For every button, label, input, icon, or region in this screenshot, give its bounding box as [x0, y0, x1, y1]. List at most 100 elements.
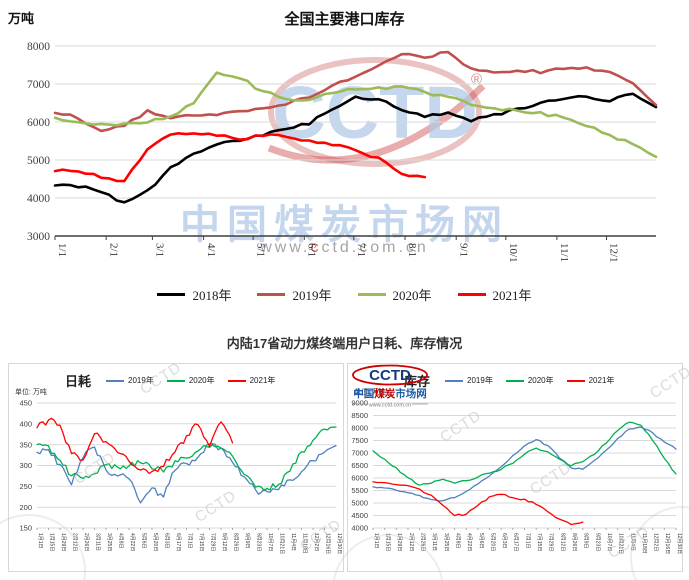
br-legend-item-2019: 2019年	[445, 375, 493, 386]
y-axis-tick-label: 450	[19, 399, 32, 408]
daily-consumption-unit: 单位: 万吨	[15, 389, 47, 396]
legend-item-2019: 2019年	[257, 285, 332, 304]
y-axis-tick-label: 8000	[27, 41, 50, 53]
x-axis-tick-label: 9/1	[457, 243, 469, 257]
x-axis-tick-label: 12/1	[608, 243, 620, 263]
br-legend-item-2021: 2021年	[566, 375, 615, 386]
x-axis-tick-label: 12月2日	[313, 533, 319, 551]
series-line-2018年	[53, 92, 658, 204]
x-axis-tick-label: 2月26日	[83, 533, 89, 551]
x-axis-tick-label: 7/1	[355, 243, 367, 257]
legend-label-2021: 2021年	[492, 288, 532, 303]
x-axis-tick-label: 1月29日	[396, 533, 402, 551]
x-axis-tick-label: 4月8日	[117, 533, 123, 549]
y-axis-tick-label: 7000	[351, 449, 368, 458]
legend-item-2020: 2020年	[357, 285, 432, 304]
inventory-header: 库存 2019年 2020年 2021年	[404, 371, 614, 390]
section-title: 内陆17省动力煤终端用户日耗、库存情况	[226, 336, 463, 351]
series-line-2021年	[372, 481, 584, 526]
daily-consumption-title: 日耗	[65, 374, 92, 389]
x-axis-tick-label: 11月18日	[301, 533, 307, 554]
y-axis-tick-label: 4000	[351, 524, 368, 533]
x-axis-tick-label: 11月18日	[641, 533, 647, 554]
bl-legend-item-2021: 2021年	[227, 375, 275, 386]
legend-swatch-2021	[457, 293, 486, 296]
x-axis-tick-label: 4/1	[205, 243, 217, 257]
series-line-2019年	[36, 443, 337, 504]
x-axis-tick-label: 10/1	[507, 243, 519, 263]
x-axis-tick-label: 7月1日	[186, 533, 192, 549]
x-axis-tick-label: 12月30日	[336, 533, 342, 554]
top-chart-title: 全国主要港口库存	[284, 11, 405, 28]
br-legend-label-2020: 2020年	[527, 376, 554, 385]
series-line-2020年	[36, 426, 337, 492]
x-axis-tick-label: 1月15日	[48, 533, 54, 551]
legend-label-2019: 2019年	[292, 288, 332, 303]
x-axis-tick-label: 11月4日	[629, 533, 635, 551]
br-legend-swatch-2021	[566, 379, 585, 382]
series-line-2019年	[372, 426, 677, 502]
x-axis-tick-label: 12月30日	[676, 533, 682, 554]
y-axis-tick-label: 400	[19, 420, 32, 429]
brand-logo-site-name: 中国煤炭市场网	[353, 387, 427, 400]
legend-swatch-2019	[257, 293, 286, 296]
x-axis-tick-label: 1月29日	[60, 533, 66, 551]
x-axis-tick-label: 7月29日	[209, 533, 215, 551]
y-axis-tick-label: 8000	[351, 424, 368, 433]
y-axis-tick-label: 300	[19, 461, 32, 470]
x-axis-tick-label: 10月21日	[278, 533, 284, 554]
br-legend-label-2019: 2019年	[467, 376, 493, 385]
x-axis-tick-label: 9月9日	[583, 533, 589, 549]
x-axis-tick-label: 11月4日	[290, 533, 296, 551]
x-axis-tick-label: 3月25日	[106, 533, 112, 551]
x-axis-tick-label: 10月7日	[267, 533, 273, 551]
x-axis-tick-label: 7月29日	[548, 533, 554, 551]
inventory-chart: 4000 4500 5000 5500 6000 6500 7000 7500 8000 8500…	[351, 399, 682, 555]
bl-legend-label-2019: 2019年	[128, 376, 154, 385]
inventory-unit: 单位: 万吨	[354, 389, 386, 396]
x-axis-tick-label: 4月22日	[129, 533, 135, 551]
y-axis-tick-label: 150	[19, 524, 32, 533]
x-axis-tick-label: 9月23日	[594, 533, 600, 551]
series-line-2020年	[53, 71, 658, 159]
x-axis-tick-label: 5月6日	[140, 533, 146, 549]
series-line-2021年	[53, 132, 427, 183]
series-line-2019年	[53, 50, 658, 133]
brand-logo-url: www.cctd.com.cn	[368, 403, 411, 409]
top-chart-unit-label: 万吨	[8, 11, 35, 26]
x-axis-tick-label: 6月17日	[175, 533, 181, 551]
ports-inventory-chart: 3000 4000 5000 6000 7000 8000 1/1 2/1 3/1 4/1 5/1 6…	[27, 41, 658, 263]
y-axis-tick-label: 6500	[351, 461, 368, 470]
bl-legend-swatch-2020	[166, 379, 185, 382]
cctd-brand-logo: CCTD 中国煤炭市场网 www.cctd.com.cn	[352, 364, 428, 409]
series-line-2020年	[372, 421, 677, 486]
x-axis-tick-label: 2月12日	[71, 533, 77, 551]
y-axis-tick-label: 200	[19, 503, 32, 512]
inventory-card: 库存 2019年 2020年 2021年 单位: 万吨 4000 4500 5000…	[347, 363, 683, 572]
x-axis-tick-label: 8月26日	[571, 533, 577, 551]
br-legend-swatch-2019	[445, 379, 464, 382]
x-axis-tick-label: 2月26日	[420, 533, 426, 551]
brand-logo-text: CCTD	[369, 367, 411, 384]
x-axis-tick-label: 2月12日	[408, 533, 414, 551]
brand-cn-red: 煤炭	[374, 387, 395, 400]
y-axis-tick-label: 5500	[351, 486, 368, 495]
x-axis-tick-label: 8月12日	[221, 533, 227, 551]
x-axis-tick-label: 11/1	[558, 243, 570, 262]
x-axis-tick-label: 5月6日	[478, 533, 484, 549]
x-axis-tick-label: 1月1日	[373, 533, 379, 549]
y-axis-tick-label: 9000	[351, 399, 368, 408]
br-legend-label-2021: 2021年	[588, 376, 615, 385]
legend-swatch-2020	[357, 293, 386, 296]
x-axis-tick-label: 4月22日	[466, 533, 472, 551]
x-axis-tick-label: 8月12日	[559, 533, 565, 551]
brand-cn-blue1: 中国	[353, 387, 374, 400]
x-axis-tick-label: 1/1	[56, 243, 68, 257]
x-axis-tick-label: 1月15日	[385, 533, 391, 551]
y-axis-tick-label: 5000	[351, 499, 368, 508]
y-axis-tick-label: 250	[19, 482, 32, 491]
x-axis-tick-label: 9月23日	[255, 533, 261, 551]
x-axis-tick-label: 12月2日	[653, 533, 659, 551]
brand-logo-ellipse	[352, 364, 428, 386]
